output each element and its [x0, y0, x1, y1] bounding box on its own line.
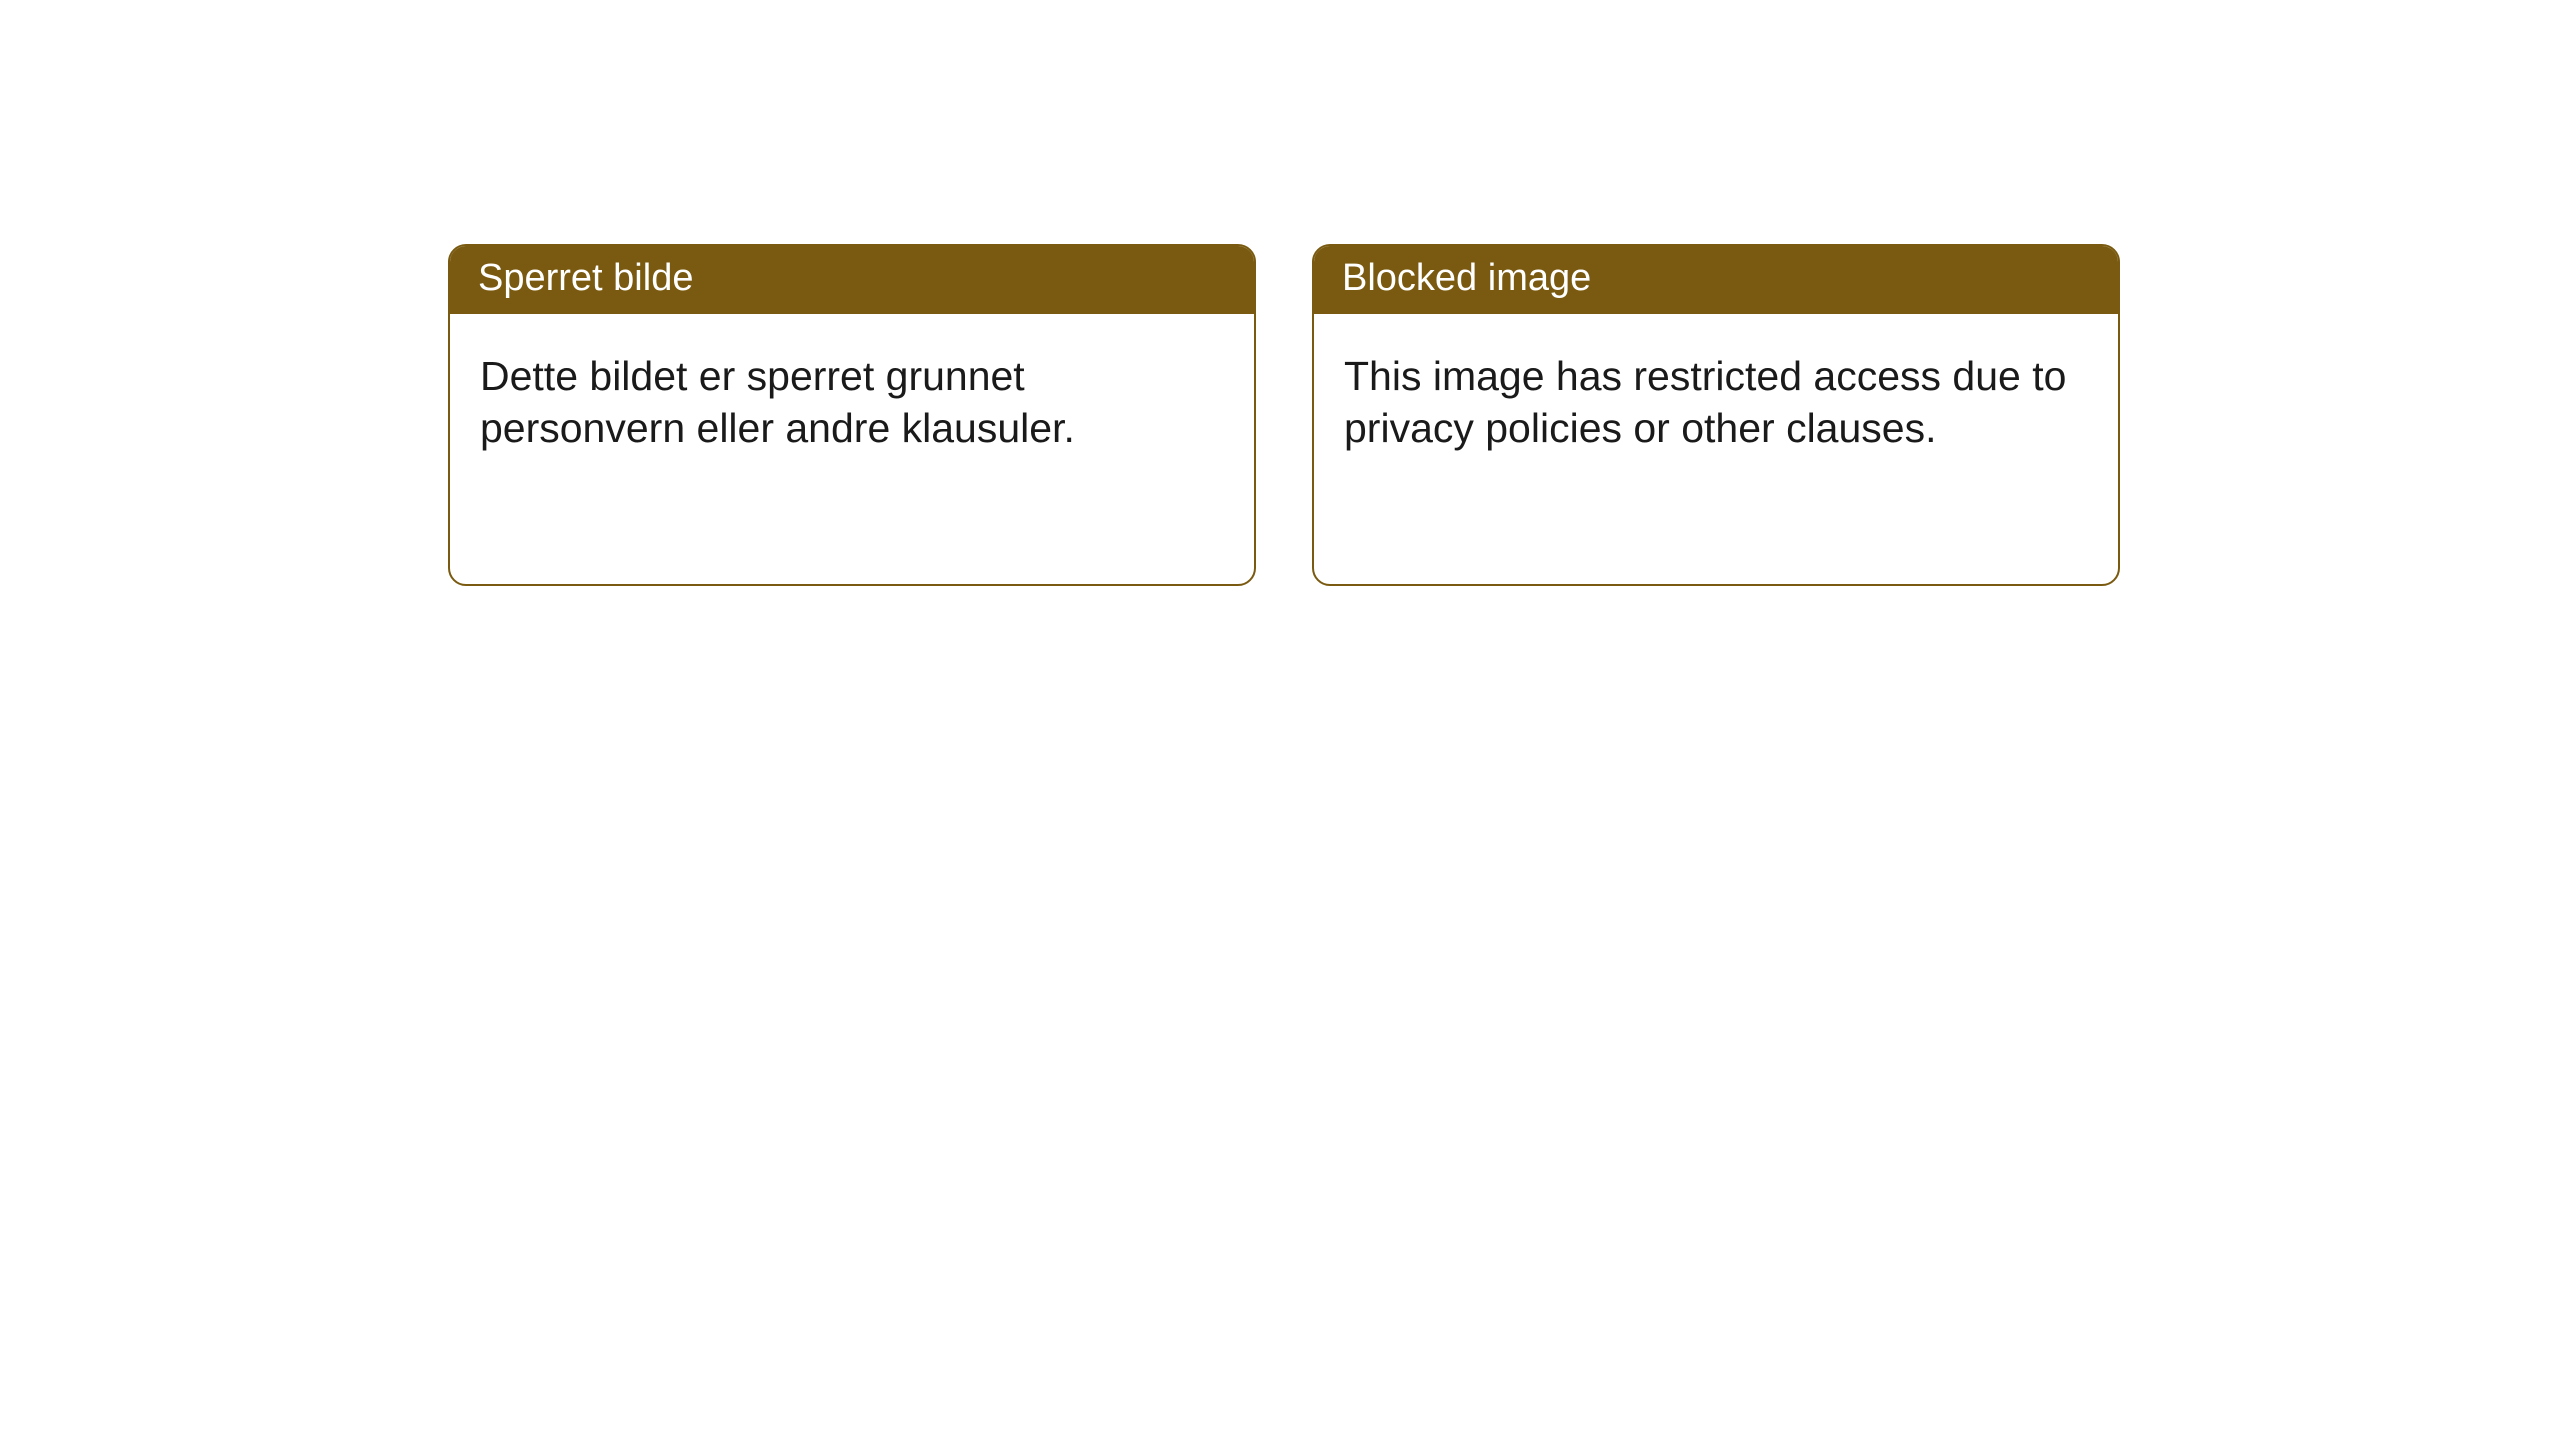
- notice-container: Sperret bilde Dette bildet er sperret gr…: [0, 0, 2560, 586]
- card-body: This image has restricted access due to …: [1314, 314, 2118, 584]
- blocked-image-card-english: Blocked image This image has restricted …: [1312, 244, 2120, 586]
- card-header: Sperret bilde: [450, 246, 1254, 314]
- card-header: Blocked image: [1314, 246, 2118, 314]
- blocked-image-card-norwegian: Sperret bilde Dette bildet er sperret gr…: [448, 244, 1256, 586]
- card-body: Dette bildet er sperret grunnet personve…: [450, 314, 1254, 584]
